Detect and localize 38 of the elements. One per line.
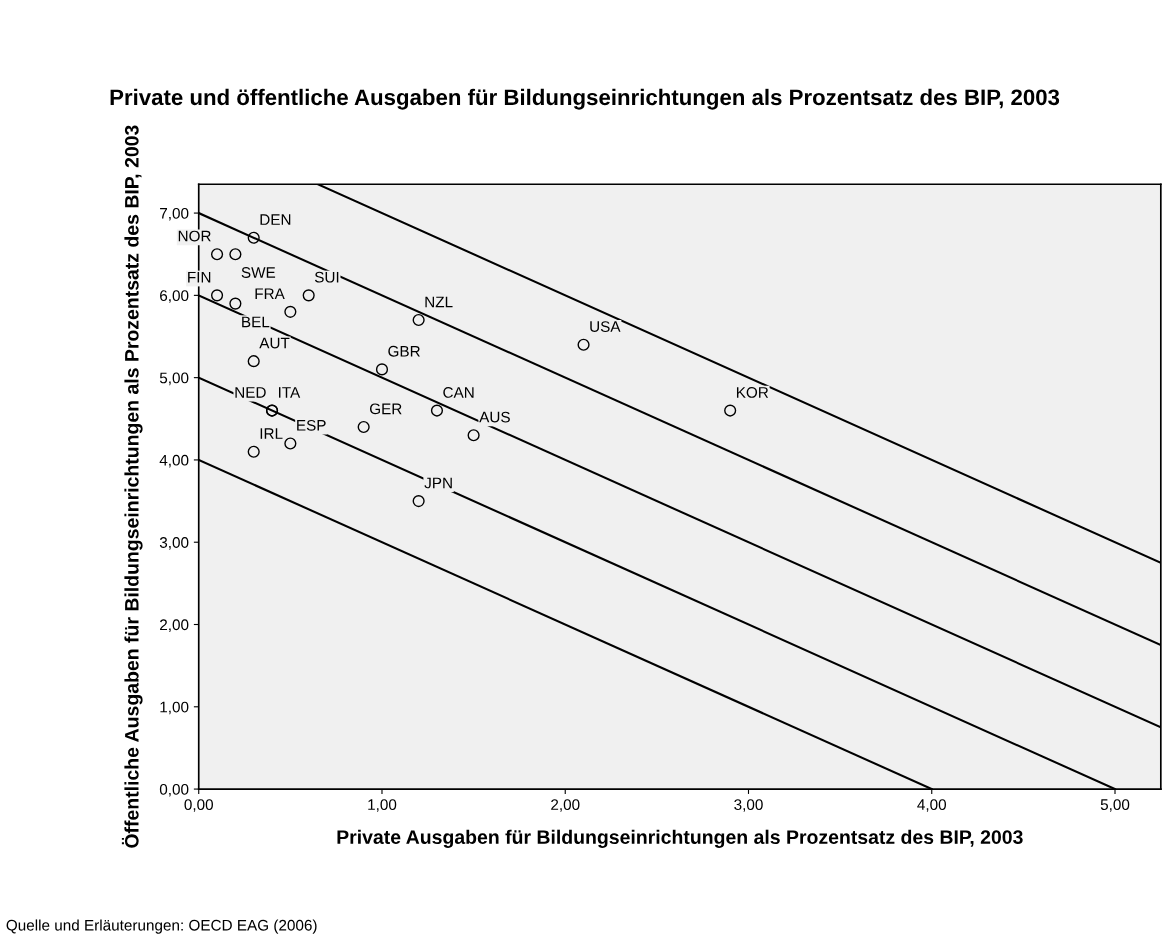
x-tick-label: 2,00 [551,799,580,812]
annotation: KOR [736,387,769,398]
y-tick-label: 4,00 [159,454,189,468]
y-tick-label: 1,00 [160,701,189,715]
annotation: NOR [178,230,211,242]
source-note: Quelle und Erläuterungen: OECD EAG (2006) [6,919,317,934]
annotation: SWE [241,267,276,278]
x-tick-label: 3,00 [734,799,763,812]
annotation: NED [235,387,266,398]
annotation: ESP [297,419,326,431]
annotation: AUS [479,411,510,423]
x-tick-label: 1,00 [368,799,397,812]
x-tick-label: 5,00 [1100,799,1130,812]
y-tick-label: 5,00 [159,372,189,386]
y-tick-label: 6,00 [160,290,189,303]
annotation: ITA [279,387,301,398]
annotation: FRA [255,288,285,299]
y-tick-label: 7,00 [160,207,189,221]
y-tick-label: 2,00 [160,619,189,632]
x-tick-label: 0,00 [184,799,213,812]
x-tick-label: 4,00 [917,799,947,812]
y-axis-title: Öffentliche Ausgaben für Bildungseinrichtungen als Prozentsatz des BIP, 2003 [121,125,143,848]
annotation: GER [369,403,402,415]
annotation: AUT [259,337,290,349]
annotation: IRL [260,428,283,439]
annotation: DEN [260,214,291,225]
x-axis-title: Private Ausgaben für Bildungseinrichtungen als Prozentsatz des BIP, 2003 [337,829,1023,848]
chart-title: Private und öffentliche Ausgaben für Bildungseinrichtungen als Prozentsatz des BIP, 2003 [110,88,1060,110]
annotation: GBR [388,345,420,357]
annotation: USA [590,321,621,332]
annotation: BEL [242,316,270,328]
annotation: CAN [443,387,474,398]
annotation: SUI [314,271,339,283]
y-tick-label: 0,00 [159,783,189,797]
annotation: FIN [188,271,211,283]
annotation: JPN [424,477,452,489]
y-tick-label: 3,00 [159,537,189,550]
annotation: NZL [425,296,453,308]
